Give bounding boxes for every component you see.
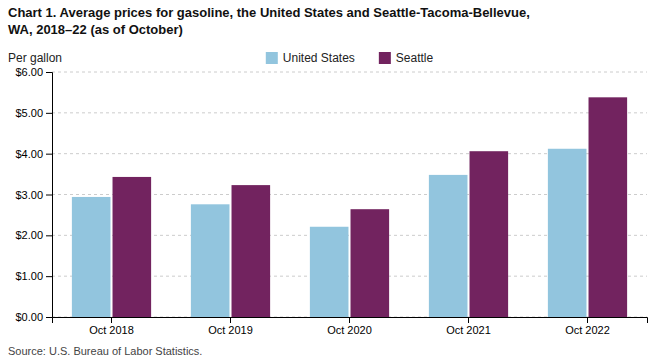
bar	[310, 227, 349, 317]
grid-line	[52, 72, 647, 73]
tick-mark	[46, 154, 52, 155]
tick: Oct 2019	[208, 317, 253, 336]
source: Source: U.S. Bureau of Labor Statistics.	[8, 345, 202, 357]
x-axis: Oct 2018 Oct 2019 Oct 2020 Oct 2021 Oct 2022	[53, 317, 648, 336]
bar	[72, 197, 111, 317]
tick-label: $5.00	[15, 107, 43, 119]
title: Chart 1. Average prices for gasoline, th…	[8, 5, 530, 20]
tick-label: Oct 2021	[446, 324, 491, 336]
tick-mark	[46, 195, 52, 196]
tick-label: $2.00	[15, 229, 43, 241]
tick-label: Oct 2018	[89, 324, 134, 336]
tick: $1.00	[15, 270, 52, 282]
tick-label: Oct 2020	[327, 324, 372, 336]
tick: $2.00	[15, 229, 52, 241]
tick-label: $4.00	[15, 148, 43, 160]
bar	[548, 149, 587, 317]
legend-label: United States	[283, 51, 355, 65]
tick: Oct 2018	[89, 317, 134, 336]
tick-label: Oct 2019	[208, 324, 253, 336]
y-axis: $0.00 $1.00 $2.00 $3.00 $4.00 $5.00 $6.00	[15, 66, 52, 323]
tick-mark	[46, 113, 52, 114]
bar	[232, 185, 271, 317]
bar	[429, 175, 468, 317]
tick-label: $0.00	[15, 311, 43, 323]
axis-label: Per gallon	[8, 51, 62, 65]
legend: United States Seattle	[266, 51, 434, 65]
plot: $0.00 $1.00 $2.00 $3.00 $4.00 $5.00 $6.00 Oct 2…	[15, 66, 647, 336]
tick: Oct 2022	[565, 317, 610, 336]
bars	[72, 97, 627, 317]
axis-line	[46, 73, 53, 318]
tick-mark	[111, 317, 112, 323]
tick-label: $1.00	[15, 270, 43, 282]
tick-mark	[46, 276, 52, 277]
tick: $6.00	[15, 66, 52, 78]
legend-item: United States	[266, 51, 355, 65]
bar	[191, 204, 230, 317]
legend-label: Seattle	[396, 51, 434, 65]
bar	[589, 97, 628, 317]
bar	[351, 209, 390, 317]
tick: $3.00	[15, 189, 52, 201]
tick-mark	[46, 317, 52, 318]
axis-line	[53, 318, 648, 324]
tick: Oct 2021	[446, 317, 491, 336]
title: WA, 2018–22 (as of October)	[8, 22, 183, 37]
bar	[470, 151, 509, 317]
tick-mark	[468, 317, 469, 323]
grid	[52, 72, 647, 317]
tick-label: Oct 2022	[565, 324, 610, 336]
legend-swatch	[379, 52, 391, 64]
chart: Chart 1. Average prices for gasoline, th…	[0, 0, 661, 361]
legend-swatch	[266, 52, 278, 64]
tick-label: $3.00	[15, 189, 43, 201]
tick-mark	[46, 235, 52, 236]
tick: $4.00	[15, 148, 52, 160]
tick: $0.00	[15, 311, 52, 323]
bar	[113, 177, 152, 317]
legend-item: Seattle	[379, 51, 434, 65]
tick-label: $6.00	[15, 66, 43, 78]
grid-line	[52, 112, 647, 113]
tick-mark	[230, 317, 231, 323]
tick: $5.00	[15, 107, 52, 119]
tick-mark	[46, 72, 52, 73]
tick-mark	[587, 317, 588, 323]
tick-mark	[349, 317, 350, 323]
tick: Oct 2020	[327, 317, 372, 336]
